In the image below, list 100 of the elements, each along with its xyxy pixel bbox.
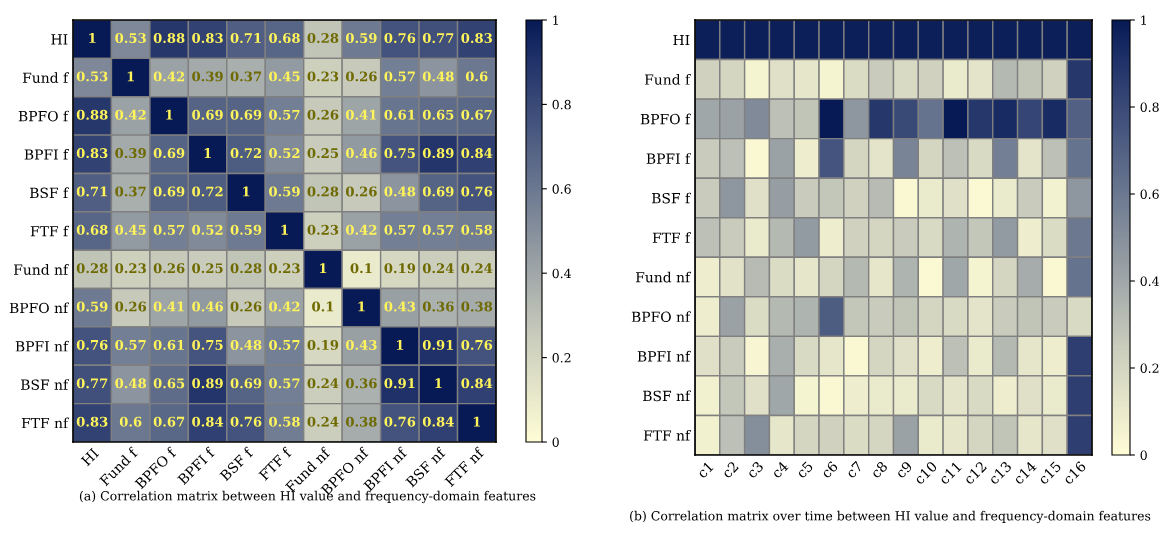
y-tick-label: BSF nf [643,390,691,402]
data-label: 1 [204,148,211,158]
data-label: 0.58 [269,416,300,427]
data-label: 0.6 [119,416,142,427]
data-label: 0.52 [269,148,300,159]
x-tick-label: c9 [894,460,913,479]
y-tick-label: Fund f [22,72,69,84]
data-label: 0.46 [345,148,377,159]
data-label: 0.42 [153,71,185,82]
data-label: 0.26 [230,301,262,312]
y-tick-label: BPFI nf [15,340,69,352]
data-label: 0.59 [230,224,262,235]
data-label: 0.57 [269,378,300,389]
data-label: 0.72 [192,186,223,197]
data-label: 0.37 [230,71,262,82]
text: (b) Correlation matrix over time between HI value and frequency-domain features [630,510,1151,524]
y-tick-label: Fund nf [635,271,691,283]
data-label: 0.57 [269,109,300,120]
data-label: 0.61 [153,339,184,350]
data-label: 0.84 [192,416,224,427]
data-label: 0.76 [384,416,416,427]
data-label: 0.88 [76,109,108,120]
data-label: 0.26 [345,186,377,197]
data-label: 0.41 [153,301,184,312]
data-label: 1 [358,301,365,312]
color-bar-label: 0.4 [1140,276,1159,286]
data-label: 0.68 [269,33,300,44]
data-label: 0.39 [115,148,146,159]
data-label: 0.52 [192,224,223,235]
data-label: 0.84 [461,148,493,159]
color-bar-label: 1 [1141,15,1146,25]
data-label: 0.36 [422,301,454,312]
y-tick-label: BSF f [29,187,69,199]
data-label: 0.25 [307,148,339,159]
data-label: 0.24 [307,378,339,389]
data-label: 0.1 [350,263,372,274]
color-bar-label: 0.2 [552,353,571,363]
y-tick-label: BPFO nf [631,311,691,323]
data-label: 0.26 [115,301,147,312]
data-label: 0.76 [384,33,416,44]
data-label: 0.53 [115,33,146,44]
data-label: 0.26 [307,109,339,120]
data-label: 1 [243,186,250,197]
data-label: 0.61 [384,109,415,120]
x-tick-label: c14 [1012,460,1038,485]
data-label: 0.37 [115,186,146,197]
color-bar-label: 0.6 [552,184,571,194]
data-label: 0.42 [115,109,146,120]
data-label: 0.19 [307,339,339,350]
data-label: 0.28 [307,33,339,44]
data-label: 1 [89,33,96,43]
data-label: 1 [127,71,134,82]
data-label: 0.69 [422,186,454,197]
data-label: 0.75 [384,148,415,159]
data-label: 0.69 [153,186,185,197]
color-bar-label: 0.8 [1140,102,1159,112]
x-tick-label: c13 [987,460,1013,485]
color-bar-label: 0.6 [1140,189,1159,199]
x-tick-label: c11 [938,461,962,485]
color-bar-label: 1 [553,15,558,25]
data-label: 0.45 [115,224,146,235]
x-tick-label: c6 [820,460,839,479]
data-label: 0.1 [312,301,334,312]
y-tick-label: BSF nf [21,379,69,390]
data-label: 0.65 [153,378,185,389]
data-label: 0.76 [461,339,493,350]
data-label: 0.57 [422,224,454,235]
data-label: 1 [319,263,327,273]
data-label: 0.48 [384,186,416,197]
y-tick-label: Fund nf [13,264,69,275]
data-label: 0.59 [76,301,108,312]
data-label: 0.46 [192,301,223,312]
data-label: 0.83 [76,416,108,427]
y-tick-label: BPFO f [18,110,69,122]
data-label: 1 [473,416,481,427]
data-label: 0.48 [115,378,147,389]
y-tick-label: BPFO f [640,113,691,125]
x-tick-label: c5 [795,460,814,479]
data-label: 0.57 [115,339,146,350]
data-label: 0.67 [153,416,185,427]
y-tick-label: FTF f [652,232,691,243]
data-label: 0.53 [76,71,108,82]
x-tick-label: c7 [845,460,864,479]
data-label: 0.91 [422,339,454,350]
data-label: 0.76 [461,186,493,197]
data-label: 0.39 [192,71,223,82]
data-label: 0.72 [230,148,261,159]
data-label: 0.23 [115,263,146,274]
y-tick-label: HI [51,34,68,45]
color-bar-label: 0 [552,437,559,447]
data-label: 0.42 [345,224,377,235]
data-label: 0.69 [192,109,223,120]
data-label: 0.77 [422,33,454,44]
data-label: 0.23 [307,71,339,82]
data-label: 0.23 [269,263,300,274]
data-label: 0.75 [192,339,223,350]
x-tick-label: c8 [870,460,889,479]
y-tick-label: FTF nf [21,417,69,429]
data-label: 1 [166,109,173,120]
data-label: 0.69 [153,148,185,159]
